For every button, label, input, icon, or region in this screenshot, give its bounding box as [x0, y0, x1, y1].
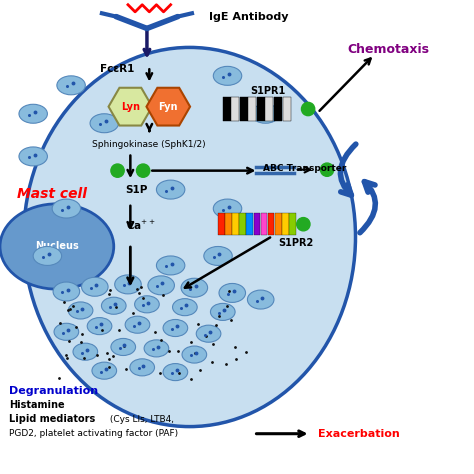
Ellipse shape: [156, 180, 185, 199]
Bar: [240, 97, 248, 121]
Ellipse shape: [90, 114, 118, 133]
Text: Lyn: Lyn: [121, 101, 140, 112]
Text: S1PR2: S1PR2: [279, 237, 314, 248]
Ellipse shape: [173, 299, 197, 316]
Ellipse shape: [196, 325, 221, 342]
Ellipse shape: [52, 199, 81, 218]
Ellipse shape: [57, 76, 85, 95]
Ellipse shape: [130, 359, 155, 376]
Circle shape: [111, 164, 124, 177]
Ellipse shape: [182, 346, 207, 363]
Bar: [218, 213, 225, 235]
Ellipse shape: [33, 246, 62, 265]
Ellipse shape: [68, 302, 93, 319]
Bar: [282, 213, 289, 235]
Ellipse shape: [163, 364, 188, 381]
Text: Degranulation: Degranulation: [9, 386, 99, 396]
Ellipse shape: [53, 282, 80, 301]
Ellipse shape: [247, 290, 274, 309]
Text: Exacerbation: Exacerbation: [318, 428, 399, 439]
Bar: [232, 213, 239, 235]
Text: Lipid mediators: Lipid mediators: [9, 414, 96, 425]
Text: Mast cell: Mast cell: [17, 187, 87, 201]
Bar: [231, 97, 239, 121]
Text: FcεR1: FcεR1: [100, 64, 134, 74]
Bar: [265, 97, 273, 121]
Ellipse shape: [24, 47, 355, 427]
Text: PGD2, platelet activating factor (PAF): PGD2, platelet activating factor (PAF): [9, 429, 179, 438]
Bar: [223, 97, 231, 121]
Ellipse shape: [219, 283, 246, 302]
Bar: [261, 213, 267, 235]
Text: Fyn: Fyn: [158, 101, 178, 112]
Circle shape: [301, 102, 315, 116]
Bar: [225, 213, 232, 235]
Ellipse shape: [163, 319, 188, 337]
Bar: [289, 213, 296, 235]
Ellipse shape: [82, 277, 108, 296]
Bar: [274, 97, 282, 121]
Circle shape: [320, 163, 334, 176]
Text: Ca$^{++}$: Ca$^{++}$: [126, 219, 155, 232]
Text: IgE Antibody: IgE Antibody: [209, 11, 288, 22]
FancyArrowPatch shape: [340, 144, 356, 195]
Bar: [268, 213, 274, 235]
Ellipse shape: [251, 104, 280, 123]
Ellipse shape: [213, 199, 242, 218]
Ellipse shape: [115, 275, 141, 294]
Ellipse shape: [87, 318, 112, 335]
Ellipse shape: [111, 338, 136, 356]
Ellipse shape: [19, 147, 47, 166]
Circle shape: [297, 218, 310, 231]
Bar: [283, 97, 291, 121]
Ellipse shape: [144, 340, 169, 357]
Bar: [257, 97, 265, 121]
Ellipse shape: [73, 343, 98, 360]
Ellipse shape: [101, 297, 126, 314]
Ellipse shape: [54, 323, 79, 340]
FancyArrowPatch shape: [360, 182, 375, 233]
Text: Nucleus: Nucleus: [35, 241, 79, 252]
Text: Chemotaxis: Chemotaxis: [348, 43, 429, 56]
Ellipse shape: [210, 303, 235, 320]
Bar: [246, 213, 253, 235]
Ellipse shape: [213, 66, 242, 85]
Ellipse shape: [181, 278, 208, 297]
Ellipse shape: [156, 256, 185, 275]
Ellipse shape: [0, 204, 114, 289]
Text: Sphingokinase (SphK1/2): Sphingokinase (SphK1/2): [92, 140, 206, 149]
Text: S1P: S1P: [126, 184, 148, 195]
Bar: [239, 213, 246, 235]
Ellipse shape: [19, 104, 47, 123]
Circle shape: [137, 164, 150, 177]
Ellipse shape: [135, 296, 159, 313]
Bar: [248, 97, 256, 121]
Bar: [254, 213, 260, 235]
Text: S1PR1: S1PR1: [250, 86, 285, 97]
Text: Histamine: Histamine: [9, 400, 65, 410]
Ellipse shape: [148, 276, 174, 295]
Ellipse shape: [204, 246, 232, 265]
Bar: [275, 213, 282, 235]
Text: (Cys LIs, LTB4,: (Cys LIs, LTB4,: [107, 415, 173, 424]
Ellipse shape: [125, 316, 150, 333]
Text: ABC Transporter: ABC Transporter: [263, 164, 346, 173]
Ellipse shape: [92, 362, 117, 379]
